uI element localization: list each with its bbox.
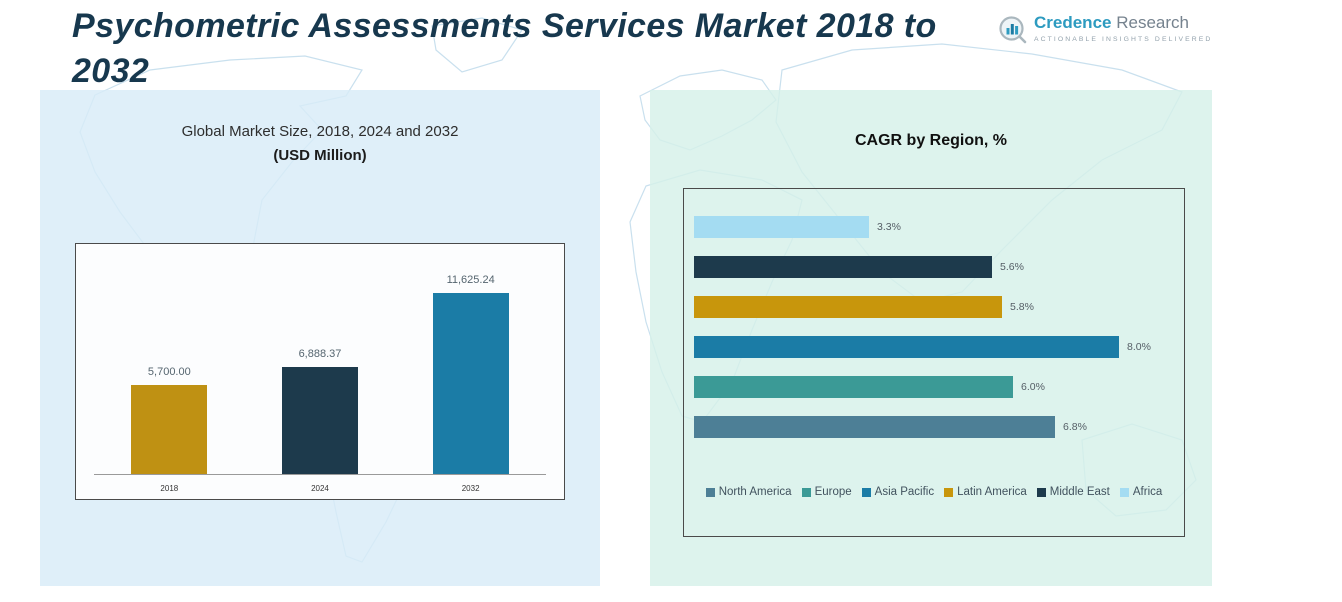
logo-tagline: Actionable Insights Delivered <box>1034 35 1213 43</box>
bar-value-label: 5.6% <box>1000 261 1024 273</box>
market-size-chart: 5,700.00 6,888.37 11,625.24 2018 2024 2032 <box>75 243 565 500</box>
legend-label: Europe <box>814 486 852 498</box>
market-size-chart-title-text: Global Market Size, 2018, 2024 and 2032 <box>181 123 459 140</box>
legend-swatch <box>801 487 811 497</box>
cagr-bar-europe: 6.0% <box>694 367 1174 407</box>
legend-swatch <box>861 487 871 497</box>
bar <box>694 256 992 278</box>
legend-label: Middle East <box>1049 486 1110 498</box>
cagr-bar-north-america: 6.8% <box>694 407 1174 447</box>
legend-label: North America <box>718 486 792 498</box>
bar <box>694 296 1002 318</box>
cagr-bar-africa: 3.3% <box>694 207 1174 247</box>
bar <box>432 293 509 474</box>
bar-value-label: 5.8% <box>1010 301 1034 313</box>
credence-research-logo: Credence Research Actionable Insights De… <box>998 13 1213 50</box>
bar-value-label: 6.8% <box>1063 421 1087 433</box>
market-size-panel: Global Market Size, 2018, 2024 and 2032 … <box>40 90 600 586</box>
logo-brand: Credence Research <box>1034 13 1212 33</box>
bar-value-label: 5,700.00 <box>147 366 191 378</box>
legend-label: Africa <box>1132 486 1163 498</box>
bar <box>694 416 1055 438</box>
cagr-legend: North America Europe Asia Pacific Latin Ame… <box>684 486 1184 498</box>
market-size-bar-2024: 6,888.37 <box>281 348 358 474</box>
legend-swatch <box>1119 487 1129 497</box>
bar <box>694 376 1013 398</box>
cagr-panel: CAGR by Region, % 3.3% 5.6% 5.8% 8.0% 6.0% 6.… <box>650 90 1212 586</box>
bar <box>131 385 208 474</box>
legend-swatch <box>944 487 954 497</box>
cagr-chart: 3.3% 5.6% 5.8% 8.0% 6.0% 6.8% North America Eu… <box>683 188 1185 537</box>
market-size-chart-title: Global Market Size, 2018, 2024 and 2032 … <box>40 120 600 168</box>
bar <box>694 216 869 238</box>
cagr-plot-area: 3.3% 5.6% 5.8% 8.0% 6.0% 6.8% <box>694 207 1174 447</box>
market-size-x-axis: 2018 2024 2032 <box>94 484 546 493</box>
x-axis-tick-label: 2024 <box>311 484 329 493</box>
legend-label: Latin America <box>957 486 1027 498</box>
legend-item-africa: Africa <box>1119 486 1163 498</box>
legend-item-latin-america: Latin America <box>944 486 1027 498</box>
legend-swatch <box>1036 487 1046 497</box>
cagr-chart-title: CAGR by Region, % <box>854 132 1007 149</box>
cagr-bar-latin-america: 5.8% <box>694 287 1174 327</box>
legend-item-middle-east: Middle East <box>1036 486 1110 498</box>
market-size-chart-subtitle: (USD Million) <box>273 147 367 164</box>
bar-value-label: 8.0% <box>1127 341 1151 353</box>
market-size-bar-2018: 5,700.00 <box>131 366 208 474</box>
x-axis-tick-label: 2018 <box>160 484 179 493</box>
bar <box>281 367 358 474</box>
logo-icon <box>998 15 1028 50</box>
legend-item-europe: Europe <box>801 486 852 498</box>
logo-brand-primary: Credence <box>1034 13 1112 32</box>
market-size-plot-area: 5,700.00 6,888.37 11,625.24 <box>94 256 546 475</box>
page-title: Psychometric Assessments Services Market… <box>72 7 937 90</box>
x-axis-tick-label: 2032 <box>461 484 480 493</box>
bar-value-label: 6.0% <box>1021 381 1045 393</box>
cagr-bar-middle-east: 5.6% <box>694 247 1174 287</box>
legend-swatch <box>705 487 715 497</box>
bar-value-label: 3.3% <box>877 221 901 233</box>
bar-value-label: 11,625.24 <box>446 274 495 286</box>
cagr-bar-asia-pacific: 8.0% <box>694 327 1174 367</box>
market-size-bar-2032: 11,625.24 <box>432 274 509 474</box>
bar <box>694 336 1119 358</box>
legend-item-north-america: North America <box>705 486 792 498</box>
legend-label: Asia Pacific <box>874 486 935 498</box>
bar-value-label: 6,888.37 <box>298 348 342 360</box>
legend-item-asia-pacific: Asia Pacific <box>861 486 935 498</box>
logo-brand-secondary: Research <box>1116 13 1189 32</box>
